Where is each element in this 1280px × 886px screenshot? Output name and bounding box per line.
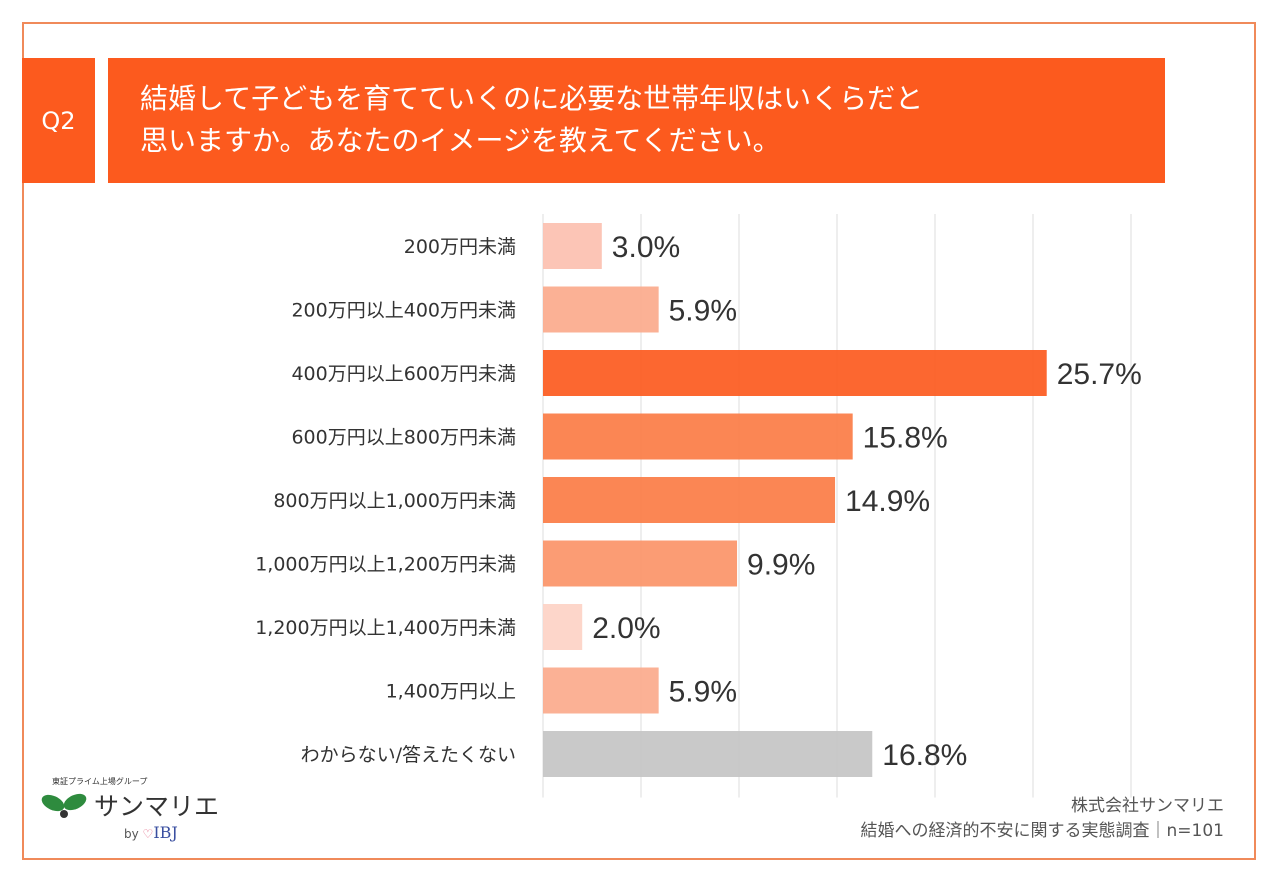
value-label: 9.9% [747,549,815,582]
bar [543,667,659,714]
question-line-1: 結婚して子どもを育てていくのに必要な世帯年収はいくらだと [140,82,924,115]
category-label: 1,000万円以上1,200万円未満 [255,554,516,576]
logo-tagline: 東証プライム上場グループ [52,777,148,786]
value-label: 15.8% [863,422,948,455]
value-label: 5.9% [669,295,737,328]
category-label: 800万円以上1,000万円未満 [273,490,516,512]
bar [543,731,873,777]
bar [543,540,738,587]
source-company: 株式会社サンマリエ [1071,796,1224,816]
value-label: 2.0% [592,612,660,645]
question-number: Q2 [22,58,95,183]
value-label: 14.9% [845,485,930,518]
value-label: 3.0% [612,231,680,264]
category-label: わからない/答えたくない [301,744,516,766]
question-title: 結婚して子どもを育てていくのに必要な世帯年収はいくらだと 思いますか。あなたのイ… [108,58,1165,183]
category-label: 200万円未満 [404,236,516,258]
frame-border [22,22,1256,860]
category-label: 200万円以上400万円未満 [291,300,516,322]
logo: 東証プライム上場グループ サンマリエ by ♡IBJ [40,776,219,842]
bar [543,350,1047,396]
logo-name: サンマリエ [40,787,219,823]
category-label: 600万円以上800万円未満 [291,427,516,449]
question-line-2: 思いますか。あなたのイメージを教えてください。 [140,124,781,157]
heart-icon: ♡ [142,827,154,841]
category-label: 1,400万円以上 [386,681,516,703]
bar [543,413,853,460]
source-survey: 結婚への経済的不安に関する実態調査｜n=101 [860,821,1224,841]
value-label: 25.7% [1057,358,1142,391]
bar [543,223,602,269]
holly-leaf-icon [41,793,87,818]
source: 株式会社サンマリエ 結婚への経済的不安に関する実態調査｜n=101 [861,794,1224,844]
category-label: 400万円以上600万円未満 [291,363,516,385]
logo-by: by ♡IBJ [124,823,178,842]
value-label: 16.8% [882,739,967,772]
value-label: 5.9% [669,676,737,709]
category-label: 1,200万円以上1,400万円未満 [255,617,516,639]
bar [543,477,836,523]
bar [543,286,659,333]
bar [543,604,583,650]
